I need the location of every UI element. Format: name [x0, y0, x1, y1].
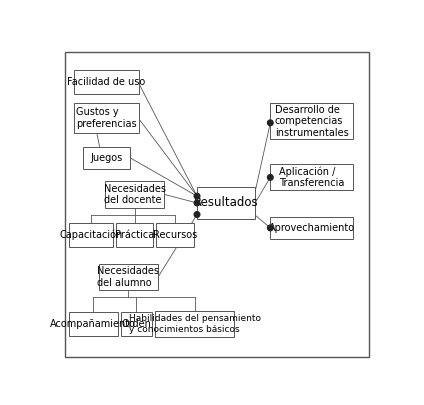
Text: Facilidad de uso: Facilidad de uso	[67, 77, 146, 87]
Text: Desarrollo de
competencias
instrumentales: Desarrollo de competencias instrumentale…	[275, 104, 349, 138]
Text: Resultados: Resultados	[194, 196, 258, 209]
FancyBboxPatch shape	[65, 52, 369, 357]
FancyBboxPatch shape	[105, 181, 164, 208]
FancyBboxPatch shape	[271, 164, 353, 190]
Circle shape	[194, 193, 200, 199]
FancyBboxPatch shape	[69, 223, 113, 247]
FancyBboxPatch shape	[197, 188, 255, 219]
FancyBboxPatch shape	[69, 312, 117, 335]
FancyBboxPatch shape	[155, 311, 234, 337]
Circle shape	[268, 120, 273, 126]
FancyBboxPatch shape	[116, 223, 153, 247]
FancyBboxPatch shape	[74, 103, 139, 133]
Circle shape	[194, 200, 200, 206]
Text: Habilidades del pensamiento
y conocimientos básicos: Habilidades del pensamiento y conocimien…	[129, 314, 261, 333]
FancyBboxPatch shape	[83, 147, 130, 168]
Text: Gustos y
preferencias: Gustos y preferencias	[76, 107, 137, 129]
Text: Juegos: Juegos	[90, 153, 123, 163]
Circle shape	[194, 212, 200, 217]
Circle shape	[268, 175, 273, 180]
FancyBboxPatch shape	[74, 70, 139, 94]
Text: Orden: Orden	[121, 319, 151, 329]
Text: Aplicación /
Transferencia: Aplicación / Transferencia	[279, 166, 344, 188]
FancyBboxPatch shape	[271, 103, 353, 139]
Circle shape	[268, 225, 273, 231]
FancyBboxPatch shape	[271, 217, 353, 239]
FancyBboxPatch shape	[99, 264, 158, 290]
Text: Recursos: Recursos	[153, 230, 197, 240]
Text: Aprovechamiento: Aprovechamiento	[268, 223, 355, 233]
Text: Práctica: Práctica	[115, 230, 154, 240]
Text: Necesidades
del docente: Necesidades del docente	[103, 183, 166, 205]
Text: Acompañamiento: Acompañamiento	[50, 319, 137, 329]
Text: Necesidades
del alumno: Necesidades del alumno	[98, 266, 159, 288]
Text: Capacitación: Capacitación	[59, 230, 123, 240]
FancyBboxPatch shape	[120, 312, 152, 335]
FancyBboxPatch shape	[156, 223, 194, 247]
